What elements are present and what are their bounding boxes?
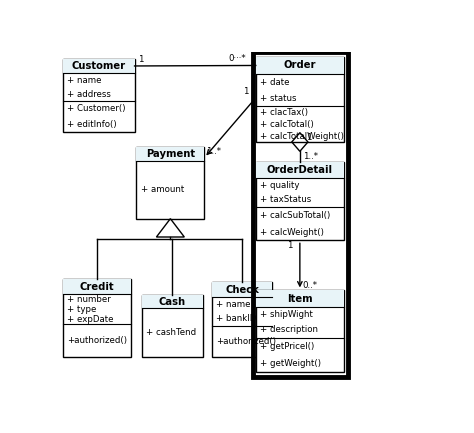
- Text: + quality: + quality: [260, 181, 300, 190]
- Text: 1: 1: [138, 55, 144, 64]
- Bar: [212, 282, 272, 297]
- Text: + calcWeight(): + calcWeight(): [260, 228, 324, 236]
- Text: 0···*: 0···*: [228, 55, 246, 64]
- Text: + cashTend: + cashTend: [146, 328, 196, 337]
- Text: + getWeight(): + getWeight(): [260, 359, 321, 368]
- Text: 1: 1: [287, 241, 292, 250]
- Text: Item: Item: [287, 294, 313, 304]
- Bar: [256, 291, 344, 307]
- Text: + name: + name: [67, 76, 102, 85]
- Bar: [256, 57, 344, 142]
- Text: + Customer(): + Customer(): [67, 104, 126, 113]
- Bar: [137, 147, 204, 219]
- Text: Order: Order: [283, 61, 316, 71]
- Text: + clacTax(): + clacTax(): [260, 108, 308, 117]
- Text: + expDate: + expDate: [67, 315, 114, 323]
- Bar: [256, 291, 344, 372]
- Bar: [63, 279, 131, 357]
- Bar: [256, 57, 344, 74]
- Text: + number: + number: [67, 295, 111, 304]
- Bar: [256, 162, 344, 178]
- Text: + taxStatus: + taxStatus: [260, 195, 311, 204]
- Text: Customer: Customer: [72, 61, 126, 71]
- Bar: [142, 295, 202, 308]
- Text: + address: + address: [67, 90, 111, 99]
- Bar: [253, 52, 347, 377]
- Text: + status: + status: [260, 94, 297, 103]
- Text: + editInfo(): + editInfo(): [67, 120, 117, 129]
- Bar: [256, 162, 344, 240]
- Text: + calcTotalWeight(): + calcTotalWeight(): [260, 132, 344, 141]
- Text: +authorized(): +authorized(): [67, 336, 128, 345]
- Bar: [137, 147, 204, 162]
- Bar: [212, 282, 272, 357]
- Text: Payment: Payment: [146, 149, 195, 159]
- Text: Check: Check: [225, 284, 259, 294]
- Text: + calcSubTotal(): + calcSubTotal(): [260, 211, 330, 220]
- Text: 1: 1: [307, 133, 312, 142]
- Text: + shipWight: + shipWight: [260, 310, 313, 319]
- Bar: [142, 295, 202, 357]
- Text: 1: 1: [243, 87, 248, 96]
- Text: + amount: + amount: [141, 185, 184, 194]
- Text: +authorized(): +authorized(): [216, 337, 276, 346]
- Text: Cash: Cash: [159, 297, 186, 307]
- Text: 0..*: 0..*: [303, 281, 318, 290]
- Text: + type: + type: [67, 305, 97, 314]
- Text: + bankID: + bankID: [216, 314, 256, 323]
- Text: 1..*: 1..*: [206, 147, 221, 156]
- Text: + description: + description: [260, 326, 318, 334]
- Text: + date: + date: [260, 78, 290, 87]
- Text: + calcTotal(): + calcTotal(): [260, 120, 314, 129]
- Bar: [63, 58, 135, 73]
- Text: + name: + name: [216, 300, 251, 309]
- Text: + getPricel(): + getPricel(): [260, 342, 314, 351]
- Bar: [63, 279, 131, 294]
- Text: OrderDetail: OrderDetail: [267, 165, 333, 175]
- Text: Credit: Credit: [80, 281, 114, 291]
- Text: 1..*: 1..*: [303, 152, 318, 162]
- Bar: [63, 58, 135, 132]
